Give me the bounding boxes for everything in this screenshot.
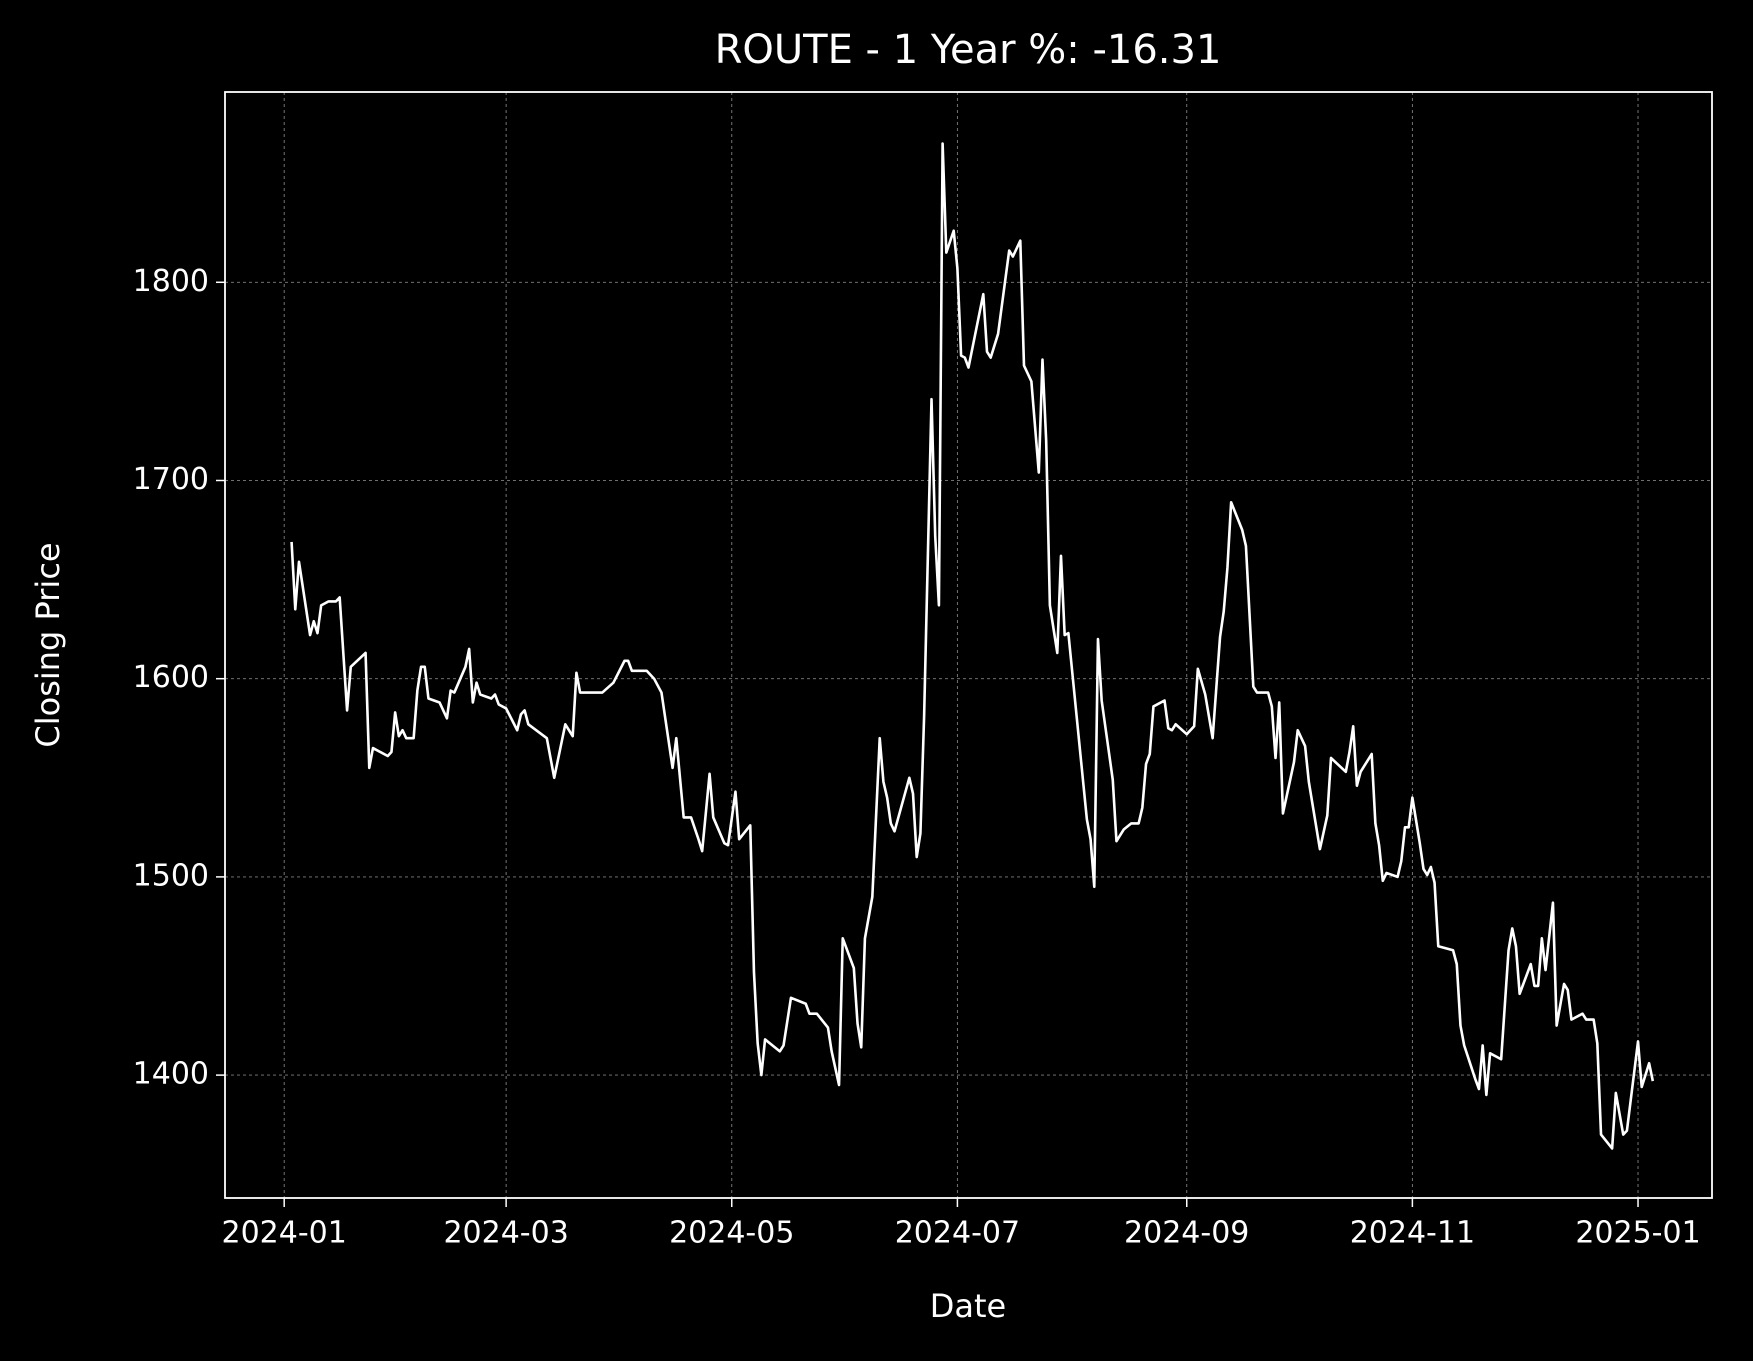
x-tick-label: 2024-03 [443, 1216, 568, 1251]
x-tick-label: 2024-11 [1350, 1216, 1475, 1251]
y-tick-label: 1500 [133, 858, 209, 893]
y-tick-label: 1800 [133, 264, 209, 299]
x-tick-label: 2024-09 [1124, 1216, 1249, 1251]
x-tick-label: 2025-01 [1575, 1216, 1700, 1251]
plot-frame [224, 91, 1713, 1199]
y-axis-label: Closing Price [29, 542, 67, 747]
x-tick-label: 2024-07 [895, 1216, 1020, 1251]
y-tick-label: 1600 [133, 660, 209, 695]
x-tick-label: 2024-05 [669, 1216, 794, 1251]
y-tick-label: 1700 [133, 462, 209, 497]
x-tick-label: 2024-01 [222, 1216, 347, 1251]
y-tick-label: 1400 [133, 1057, 209, 1092]
price-line [290, 142, 1655, 1150]
x-axis-label: Date [930, 1287, 1006, 1325]
chart-title: ROUTE - 1 Year %: -16.31 [715, 27, 1222, 73]
